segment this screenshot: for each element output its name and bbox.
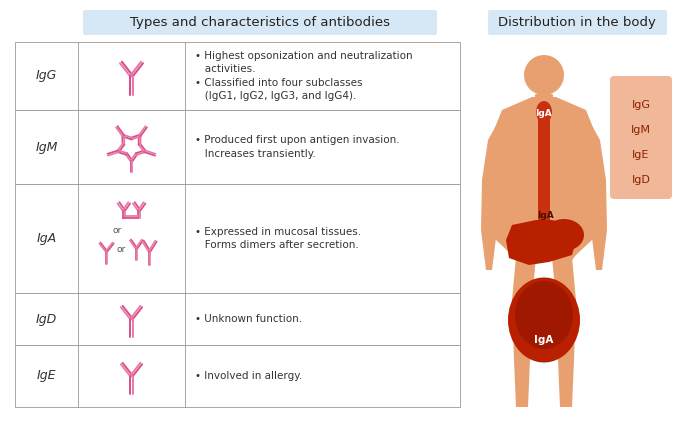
Bar [15,184,460,293]
Bar [15,42,460,110]
FancyBboxPatch shape [83,10,437,35]
Text: IgD: IgD [36,312,57,326]
Text: Distribution in the body: Distribution in the body [498,16,656,29]
Text: or: or [113,226,122,235]
Bar [538,105,550,220]
Text: IgA: IgA [534,335,554,345]
Text: IgA: IgA [534,108,551,118]
Text: • Expressed in mucosal tissues.
   Forms dimers after secretion.: • Expressed in mucosal tissues. Forms di… [195,227,361,250]
Text: IgE: IgE [632,150,649,160]
Text: IgE: IgE [37,370,56,382]
FancyBboxPatch shape [610,76,672,199]
Polygon shape [574,115,607,270]
Text: IgA: IgA [538,211,554,219]
Text: IgG: IgG [632,100,651,110]
Ellipse shape [508,277,580,363]
Text: Types and characteristics of antibodies: Types and characteristics of antibodies [130,16,390,29]
Polygon shape [489,97,599,260]
Text: IgG: IgG [36,69,57,83]
Polygon shape [552,257,576,407]
Polygon shape [506,220,576,265]
FancyBboxPatch shape [488,10,667,35]
Text: IgM: IgM [35,141,58,153]
Polygon shape [481,115,514,270]
Circle shape [524,55,564,95]
Text: IgD: IgD [632,175,651,185]
Bar [15,293,460,345]
Text: or: or [117,245,126,254]
Text: • Involved in allergy.: • Involved in allergy. [195,371,302,381]
Text: IgA: IgA [37,232,56,245]
Text: • Highest opsonization and neutralization
   activities.
• Classified into four : • Highest opsonization and neutralizatio… [195,51,413,101]
Polygon shape [512,257,536,407]
Bar [15,345,460,407]
Ellipse shape [515,281,573,349]
FancyBboxPatch shape [535,94,553,106]
Ellipse shape [536,101,552,123]
Text: IgM: IgM [631,125,651,135]
Text: • Produced first upon antigen invasion.
   Increases transiently.: • Produced first upon antigen invasion. … [195,135,400,159]
Bar [15,110,460,184]
Text: • Unknown function.: • Unknown function. [195,314,302,324]
Ellipse shape [544,219,584,251]
